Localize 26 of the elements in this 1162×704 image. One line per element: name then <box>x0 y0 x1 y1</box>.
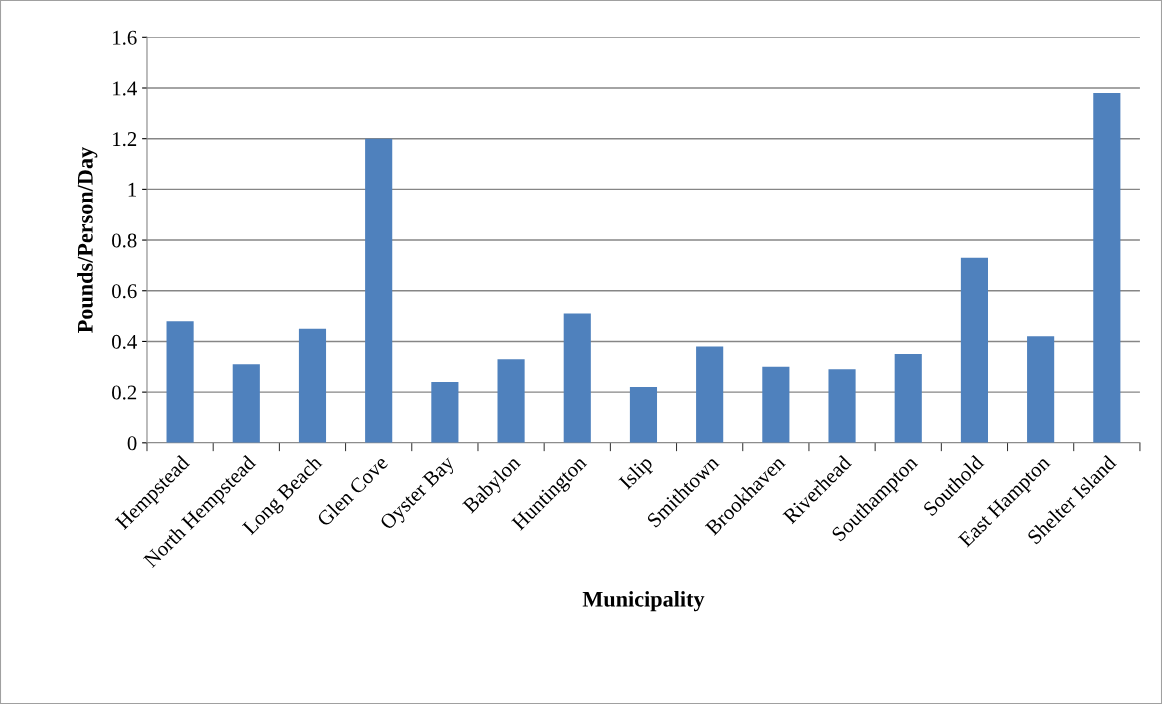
bar <box>298 328 327 443</box>
y-tick-label: 1.6 <box>113 30 137 45</box>
bar <box>365 138 393 443</box>
bar <box>696 346 724 443</box>
bar <box>762 366 790 443</box>
bar <box>497 359 525 443</box>
y-tick-label: 0.8 <box>112 233 137 248</box>
y-tick-label: 0 <box>127 436 137 451</box>
bar <box>894 354 922 443</box>
y-tick-label: 1.4 <box>113 81 137 96</box>
y-tick-label: 0.4 <box>112 334 137 349</box>
bar <box>431 381 459 443</box>
bar <box>232 364 260 443</box>
y-tick-label: 0.6 <box>112 284 137 299</box>
bar <box>828 369 856 443</box>
bar <box>166 321 194 443</box>
y-tick-label: 1.2 <box>113 132 137 147</box>
y-tick-label: 0.2 <box>112 385 137 400</box>
y-tick-label: 1 <box>128 182 137 197</box>
bar <box>1027 336 1055 443</box>
bar <box>563 313 591 443</box>
x-axis-title: Municipality <box>582 591 705 612</box>
bar <box>629 387 658 443</box>
bar <box>1093 93 1121 443</box>
y-axis-title: Pounds/Person/Day <box>77 147 98 333</box>
bar <box>960 257 988 443</box>
